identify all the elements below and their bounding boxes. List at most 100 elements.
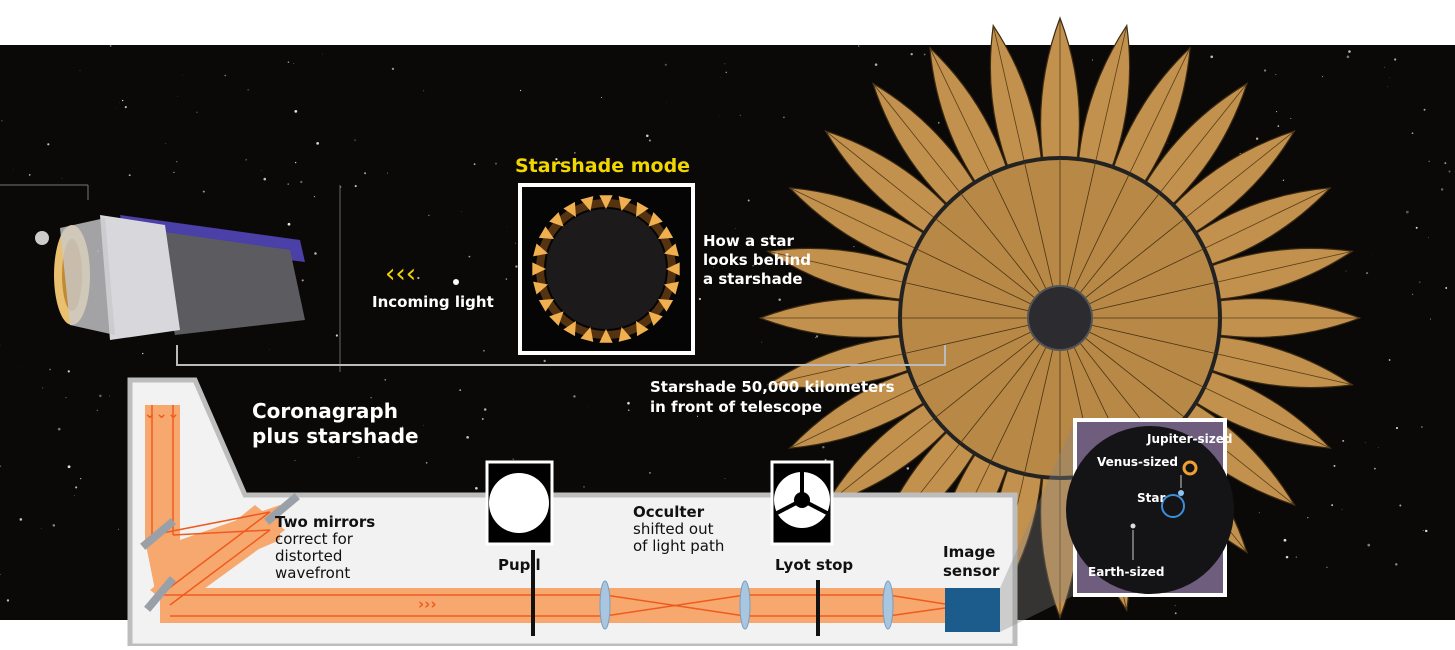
- star: [314, 196, 315, 197]
- star: [392, 68, 394, 70]
- star: [748, 200, 750, 202]
- star: [1416, 227, 1418, 229]
- star: [322, 54, 323, 55]
- star: [735, 228, 736, 229]
- star: [761, 342, 762, 343]
- star: [512, 458, 514, 460]
- star: [1399, 505, 1401, 507]
- lyot-hub: [794, 492, 810, 508]
- star: [1342, 440, 1344, 442]
- star: [875, 63, 878, 66]
- image-sensor: [945, 588, 1000, 632]
- star: [482, 418, 484, 420]
- star: [1394, 58, 1396, 60]
- star-label: Star: [1137, 491, 1165, 505]
- star: [1264, 69, 1266, 71]
- star: [1374, 468, 1376, 470]
- star: [938, 122, 940, 124]
- star: [1275, 74, 1276, 75]
- star: [176, 161, 177, 162]
- star: [1290, 118, 1291, 119]
- star: [601, 97, 602, 98]
- star: [1342, 509, 1343, 510]
- star: [520, 90, 521, 91]
- star: [483, 350, 485, 352]
- star: [725, 478, 726, 479]
- star: [1425, 530, 1427, 532]
- star: [316, 142, 319, 145]
- star: [484, 408, 486, 410]
- star: [1348, 50, 1351, 53]
- star: [295, 162, 296, 163]
- shade-disk: [546, 209, 666, 329]
- star: [699, 298, 701, 300]
- star: [1430, 319, 1431, 320]
- page: ‹‹‹ Incoming light Starshade mode How a …: [0, 0, 1455, 646]
- star: [778, 298, 780, 300]
- star: [224, 75, 226, 77]
- star: [49, 369, 51, 371]
- star: [61, 178, 62, 179]
- venus-label: Venus-sized: [1097, 455, 1178, 469]
- star: [646, 134, 649, 137]
- star: [783, 117, 785, 119]
- star: [1412, 294, 1413, 295]
- star: [355, 185, 357, 187]
- star: [428, 215, 429, 216]
- star: [1286, 556, 1289, 559]
- star: [1406, 211, 1409, 214]
- star: [75, 486, 77, 488]
- star: [574, 152, 576, 154]
- star: [261, 170, 262, 171]
- star: [1441, 188, 1443, 190]
- star: [364, 172, 366, 174]
- ray-chevrons: ⌄⌄⌄: [144, 406, 179, 422]
- star: [1276, 111, 1277, 112]
- star: [53, 524, 55, 526]
- starshade-ring: [532, 195, 679, 342]
- star: [1092, 59, 1093, 60]
- star: [1395, 563, 1397, 565]
- star: [68, 370, 70, 372]
- star: [725, 72, 727, 74]
- star: [118, 529, 119, 530]
- star: [1259, 512, 1260, 513]
- star: [1449, 171, 1451, 173]
- star: [719, 115, 720, 116]
- star: [173, 172, 174, 173]
- star: [1429, 161, 1430, 162]
- star: [822, 446, 824, 448]
- star: [858, 45, 859, 46]
- star: [1387, 86, 1388, 87]
- star: [628, 409, 630, 411]
- incoming-light-label: Incoming light: [372, 293, 494, 311]
- star: [907, 467, 910, 470]
- star: [300, 181, 302, 183]
- star: [1307, 517, 1308, 518]
- star: [246, 159, 247, 160]
- star: [354, 140, 355, 141]
- jupiter-label: Jupiter-sized: [1146, 432, 1232, 446]
- star: [588, 406, 589, 407]
- star: [417, 277, 419, 279]
- star: [288, 61, 290, 63]
- star: [66, 397, 67, 398]
- star: [336, 334, 338, 336]
- star: [269, 349, 270, 350]
- star: [116, 107, 117, 108]
- star: [110, 45, 112, 47]
- star: [740, 115, 741, 116]
- star: [58, 428, 61, 431]
- star: [1284, 539, 1287, 542]
- star: [142, 353, 143, 354]
- star: [666, 102, 667, 103]
- star: [387, 173, 388, 174]
- star: [1445, 287, 1447, 289]
- coronagraph-title: Coronagraph plus starshade: [252, 399, 419, 448]
- star: [287, 183, 288, 184]
- star: [196, 112, 197, 113]
- star: [1389, 359, 1391, 361]
- star: [515, 265, 517, 267]
- star: [506, 278, 508, 280]
- star: [384, 379, 385, 380]
